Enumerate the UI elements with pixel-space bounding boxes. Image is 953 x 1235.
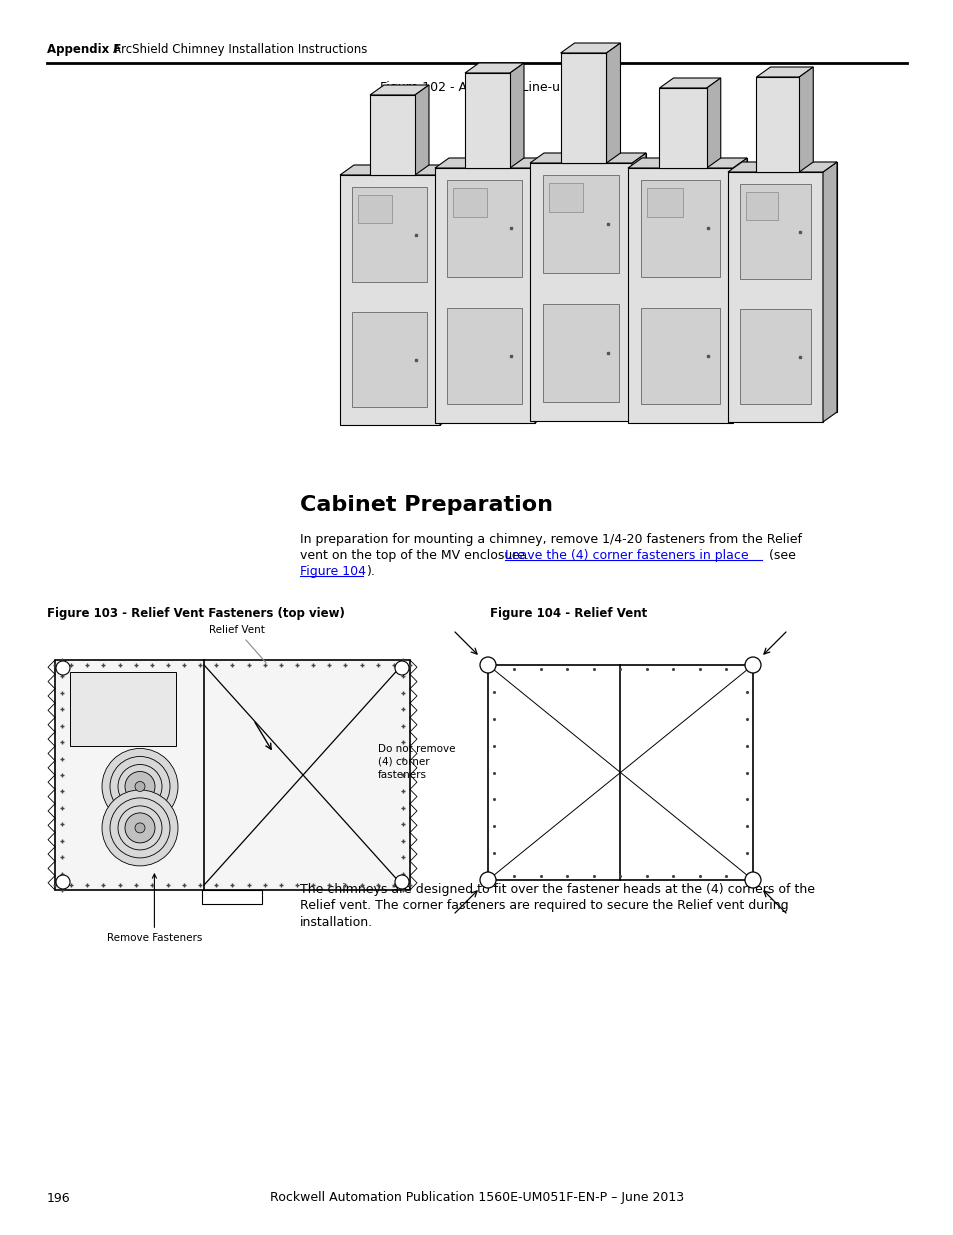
Text: The chimneys are designed to fit over the fastener heads at the (4) corners of t: The chimneys are designed to fit over th… <box>299 883 814 897</box>
Text: Figure 103 - Relief Vent Fasteners (top view): Figure 103 - Relief Vent Fasteners (top … <box>47 606 345 620</box>
Polygon shape <box>732 158 746 424</box>
Polygon shape <box>627 168 732 424</box>
Polygon shape <box>70 672 176 746</box>
Polygon shape <box>453 188 487 217</box>
Polygon shape <box>55 659 410 890</box>
Polygon shape <box>659 88 706 168</box>
Text: Cabinet Preparation: Cabinet Preparation <box>299 495 553 515</box>
Polygon shape <box>627 158 746 168</box>
Circle shape <box>125 813 154 844</box>
Polygon shape <box>352 186 427 282</box>
Polygon shape <box>439 165 454 425</box>
Polygon shape <box>799 67 812 172</box>
Polygon shape <box>548 183 582 212</box>
Polygon shape <box>740 184 810 279</box>
Text: installation.: installation. <box>299 915 373 929</box>
Circle shape <box>479 657 496 673</box>
Polygon shape <box>435 168 535 424</box>
Polygon shape <box>435 158 548 168</box>
Text: Appendix F: Appendix F <box>47 43 121 57</box>
Polygon shape <box>530 153 645 163</box>
Polygon shape <box>647 188 682 217</box>
Text: ArcShield Chimney Installation Instructions: ArcShield Chimney Installation Instructi… <box>112 43 367 57</box>
Text: Figure 104 - Relief Vent: Figure 104 - Relief Vent <box>490 606 646 620</box>
Circle shape <box>395 661 409 676</box>
Text: Do not remove
(4) corner
fasteners: Do not remove (4) corner fasteners <box>377 743 455 781</box>
Polygon shape <box>631 153 645 421</box>
Text: (see: (see <box>764 550 795 562</box>
Polygon shape <box>640 180 720 277</box>
Text: Figure 102 - ArcShield Line-ups: Figure 102 - ArcShield Line-ups <box>379 82 574 95</box>
Polygon shape <box>449 158 548 412</box>
Circle shape <box>102 790 178 866</box>
Circle shape <box>56 661 70 676</box>
Polygon shape <box>339 175 439 425</box>
Text: 196: 196 <box>47 1192 71 1204</box>
Circle shape <box>56 876 70 889</box>
Polygon shape <box>727 172 822 422</box>
Text: Relief Vent: Relief Vent <box>209 625 266 663</box>
Polygon shape <box>560 53 606 163</box>
Text: vent on the top of the MV enclosure.: vent on the top of the MV enclosure. <box>299 550 533 562</box>
Polygon shape <box>756 67 812 77</box>
Polygon shape <box>202 890 262 904</box>
Circle shape <box>135 782 145 792</box>
Polygon shape <box>822 162 836 422</box>
Polygon shape <box>354 165 454 415</box>
Circle shape <box>395 876 409 889</box>
Polygon shape <box>741 162 836 412</box>
Polygon shape <box>745 191 777 220</box>
Circle shape <box>110 757 170 816</box>
Circle shape <box>110 798 170 858</box>
Polygon shape <box>358 195 392 224</box>
Polygon shape <box>447 180 522 277</box>
Circle shape <box>102 748 178 825</box>
Text: Leave the (4) corner fasteners in place: Leave the (4) corner fasteners in place <box>504 550 748 562</box>
Polygon shape <box>542 175 618 273</box>
Text: Rockwell Automation Publication 1560E-UM051F-EN-P – June 2013: Rockwell Automation Publication 1560E-UM… <box>270 1192 683 1204</box>
Polygon shape <box>535 158 548 424</box>
Circle shape <box>744 872 760 888</box>
Polygon shape <box>370 85 429 95</box>
Text: In preparation for mounting a chimney, remove 1/4-20 fasteners from the Relief: In preparation for mounting a chimney, r… <box>299 534 801 547</box>
Polygon shape <box>740 309 810 404</box>
Polygon shape <box>543 153 645 411</box>
Circle shape <box>118 764 162 809</box>
Circle shape <box>118 806 162 850</box>
Polygon shape <box>464 63 523 73</box>
Circle shape <box>744 657 760 673</box>
Circle shape <box>125 772 154 802</box>
Polygon shape <box>370 95 415 175</box>
Text: ).: ). <box>367 566 375 578</box>
Polygon shape <box>447 308 522 404</box>
Polygon shape <box>756 77 799 172</box>
Text: Figure 104: Figure 104 <box>299 566 366 578</box>
Polygon shape <box>640 308 720 404</box>
Polygon shape <box>560 43 619 53</box>
Circle shape <box>135 823 145 832</box>
Polygon shape <box>352 312 427 408</box>
Polygon shape <box>606 43 619 163</box>
Polygon shape <box>706 78 720 168</box>
Polygon shape <box>464 73 510 168</box>
Polygon shape <box>488 664 752 881</box>
Polygon shape <box>659 78 720 88</box>
Text: Relief vent. The corner fasteners are required to secure the Relief vent during: Relief vent. The corner fasteners are re… <box>299 899 788 913</box>
Polygon shape <box>727 162 836 172</box>
Polygon shape <box>339 165 454 175</box>
Polygon shape <box>530 163 631 421</box>
Polygon shape <box>510 63 523 168</box>
Text: Remove Fasteners: Remove Fasteners <box>107 874 202 944</box>
Polygon shape <box>641 158 746 412</box>
Polygon shape <box>415 85 429 175</box>
Circle shape <box>479 872 496 888</box>
Polygon shape <box>542 304 618 403</box>
